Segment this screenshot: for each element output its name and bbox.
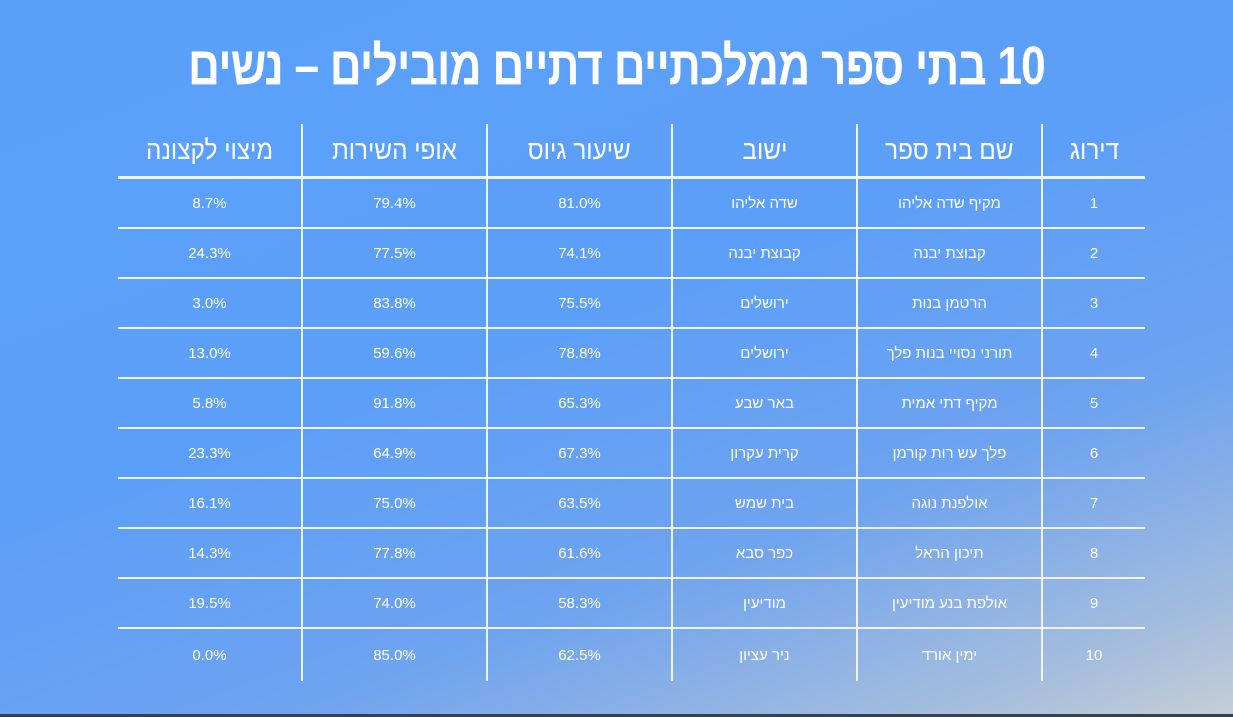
page-title: 10 בתי ספר ממלכתיים דתיים מובילים – נשים (188, 36, 1046, 96)
cell-officers: 24.3% (118, 228, 302, 279)
cell-service: 74.0% (301, 578, 487, 629)
table-row: 4 תורני נסויי בנות פלך ירושלים 78.8% 59.… (118, 328, 1145, 379)
cell-school: הרטמן בנות (856, 278, 1042, 329)
column-header-officers: מיצוי לקצונה (118, 124, 302, 179)
cell-recruitment: 78.8% (486, 328, 672, 379)
cell-school: אולפת בנע מודיעין (856, 578, 1042, 629)
cell-recruitment: 58.3% (486, 578, 672, 629)
cell-officers: 19.5% (118, 578, 302, 629)
table-row: 10 ימין אורד ניר עציון 62.5% 85.0% 0.0% (118, 628, 1145, 681)
cell-city: שדה אליהו (671, 177, 857, 229)
cell-recruitment: 75.5% (486, 278, 672, 329)
table-row: 6 פלך עש רות קורמן קרית עקרון 67.3% 64.9… (118, 428, 1145, 479)
table-row: 9 אולפת בנע מודיעין מודיעין 58.3% 74.0% … (118, 578, 1145, 629)
cell-service: 77.5% (301, 228, 487, 279)
cell-rank: 2 (1041, 228, 1145, 279)
cell-recruitment: 81.0% (486, 177, 672, 229)
cell-city: מודיעין (671, 578, 857, 629)
cell-city: בית שמש (671, 478, 857, 529)
cell-rank: 10 (1041, 628, 1145, 681)
table-header-row: דירוג שם בית ספר ישוב שיעור גיוס אופי הש… (118, 124, 1145, 179)
cell-city: כפר סבא (671, 528, 857, 579)
cell-service: 79.4% (301, 177, 487, 229)
cell-recruitment: 62.5% (486, 628, 672, 681)
cell-school: אולפנת נוגה (856, 478, 1042, 529)
cell-school: ימין אורד (856, 628, 1042, 681)
cell-officers: 8.7% (118, 177, 302, 229)
column-header-school: שם בית ספר (856, 124, 1042, 179)
table-row: 1 מקיף שדה אליהו שדה אליהו 81.0% 79.4% 8… (118, 177, 1145, 229)
cell-school: מקיף דתי אמית (856, 378, 1042, 429)
cell-school: תורני נסויי בנות פלך (856, 328, 1042, 379)
column-header-city: ישוב (671, 124, 857, 179)
table-row: 8 תיכון הראל כפר סבא 61.6% 77.8% 14.3% (118, 528, 1145, 579)
cell-officers: 0.0% (192, 646, 227, 664)
cell-rank: 1 (1041, 177, 1145, 229)
cell-rank: 4 (1041, 328, 1145, 379)
cell-school: פלך עש רות קורמן (856, 428, 1042, 479)
cell-officers: 16.1% (118, 478, 302, 529)
cell-school: מקיף שדה אליהו (856, 177, 1042, 229)
cell-service: 64.9% (301, 428, 487, 479)
cell-rank: 7 (1041, 478, 1145, 529)
cell-service: 91.8% (301, 378, 487, 429)
table-row: 7 אולפנת נוגה בית שמש 63.5% 75.0% 16.1% (118, 478, 1145, 529)
cell-officers: 5.8% (118, 378, 302, 429)
cell-officers: 3.0% (118, 278, 302, 329)
cell-recruitment: 61.6% (486, 528, 672, 579)
cell-service: 83.8% (301, 278, 487, 329)
cell-service: 77.8% (301, 528, 487, 579)
cell-city: ניר עציון (671, 628, 857, 681)
column-header-rank: דירוג (1041, 124, 1145, 179)
cell-rank: 6 (1041, 428, 1145, 479)
cell-officers: 13.0% (118, 328, 302, 379)
column-header-service: אופי השירות (301, 124, 487, 179)
cell-rank: 9 (1041, 578, 1145, 629)
table-row: 5 מקיף דתי אמית באר שבע 65.3% 91.8% 5.8% (118, 378, 1145, 429)
cell-recruitment: 74.1% (486, 228, 672, 279)
cell-school: קבוצת יבנה (856, 228, 1042, 279)
cell-recruitment: 67.3% (486, 428, 672, 479)
cell-officers: 14.3% (118, 528, 302, 579)
cell-city: באר שבע (671, 378, 857, 429)
cell-city: ירושלים (671, 278, 857, 329)
cell-recruitment: 63.5% (486, 478, 672, 529)
cell-city: ירושלים (671, 328, 857, 379)
cell-rank: 8 (1041, 528, 1145, 579)
column-header-recruitment: שיעור גיוס (486, 124, 672, 179)
cell-recruitment: 65.3% (486, 378, 672, 429)
cell-city: קבוצת יבנה (671, 228, 857, 279)
cell-service: 75.0% (301, 478, 487, 529)
bottom-border (0, 714, 1233, 717)
cell-rank: 3 (1041, 278, 1145, 329)
table-row: 2 קבוצת יבנה קבוצת יבנה 74.1% 77.5% 24.3… (118, 228, 1145, 279)
cell-rank: 5 (1041, 378, 1145, 429)
cell-school: תיכון הראל (856, 528, 1042, 579)
schools-table: דירוג שם בית ספר ישוב שיעור גיוס אופי הש… (118, 124, 1145, 681)
table-row: 3 הרטמן בנות ירושלים 75.5% 83.8% 3.0% (118, 278, 1145, 329)
cell-officers: 23.3% (118, 428, 302, 479)
cell-service: 59.6% (301, 328, 487, 379)
cell-service: 85.0% (301, 628, 487, 681)
cell-city: קרית עקרון (671, 428, 857, 479)
